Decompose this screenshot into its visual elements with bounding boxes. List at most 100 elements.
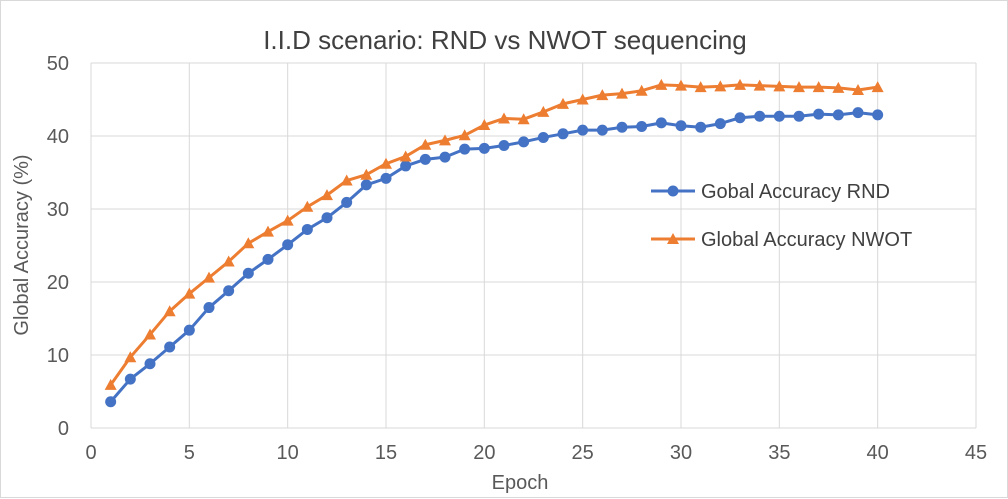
data-point [734,112,746,124]
data-point [301,200,314,212]
data-point [675,120,687,132]
data-point [459,143,471,155]
data-point [793,110,805,122]
data-point [773,110,785,122]
data-point [557,97,569,109]
x-tick-label: 20 [473,442,495,464]
data-point [144,328,156,340]
x-tick-label: 0 [85,442,96,464]
data-point [341,196,353,208]
data-point [635,84,648,96]
data-point [419,138,432,150]
y-tick-label: 50 [47,53,69,75]
x-axis-label: Epoch [492,472,549,494]
data-point [537,105,550,117]
data-point [872,109,884,121]
data-point [419,153,431,165]
data-point [517,113,530,125]
data-point [458,129,471,141]
data-point [262,225,274,237]
data-point [577,124,589,136]
data-point [281,214,294,226]
data-point [439,134,451,146]
data-point [518,136,530,148]
x-tick-label: 30 [670,442,692,464]
data-point [813,108,825,120]
data-point [537,131,549,143]
data-point [124,351,137,363]
data-point [695,121,707,133]
data-point [655,117,667,129]
data-point [616,87,628,99]
data-point [262,253,274,265]
data-point [852,84,864,96]
series-rnd [105,107,884,408]
tick-labels: 0 10 20 30 40 50 0 5 10 15 20 25 30 35 40 45 [47,53,987,464]
data-point [163,305,176,317]
x-tick-label: 35 [768,442,790,464]
y-tick-label: 20 [47,272,69,294]
data-point [183,287,196,299]
data-point [124,373,136,385]
data-point [439,151,451,163]
data-point [104,378,117,390]
legend-entry: Global Accuracy NWOT [701,229,912,251]
y-axis-label: Global Accuracy (%) [11,154,33,335]
data-point [576,93,589,105]
data-point [596,89,609,101]
data-point [242,237,255,249]
y-tick-label: 40 [47,126,69,148]
data-point [144,358,156,370]
x-tick-label: 15 [375,442,397,464]
data-point [812,81,825,93]
data-point [399,150,412,162]
data-point [871,81,884,93]
data-point [340,174,353,186]
data-point [282,239,294,251]
data-point [203,271,215,283]
data-point [852,107,864,119]
legend: Gobal Accuracy RND Global Accuracy NWOT [651,181,912,251]
data-point [183,324,195,336]
data-point [360,179,372,191]
data-point [675,79,687,91]
legend-marker [667,233,679,244]
data-point [655,78,668,90]
series-line [109,111,878,403]
data-point [616,121,628,133]
series-layer [104,78,884,408]
x-tick-label: 40 [867,442,889,464]
data-point [753,79,766,91]
data-point [105,396,117,408]
data-point [636,121,648,133]
chart-title: I.I.D scenario: RND vs NWOT sequencing [263,25,747,55]
y-tick-label: 30 [47,199,69,221]
y-tick-label: 10 [47,345,69,367]
data-point [793,81,805,93]
data-point [596,124,608,136]
data-point [321,189,333,201]
x-tick-label: 5 [184,442,195,464]
data-point [734,78,746,90]
legend-entry: Gobal Accuracy RND [701,181,890,203]
data-point [714,80,727,92]
series-line [109,83,878,386]
data-point [380,157,392,169]
x-tick-label: 45 [965,442,987,464]
data-point [714,118,726,130]
y-tick-label: 0 [58,418,69,440]
series-nwot [104,78,884,390]
data-point [321,212,333,224]
data-point [400,160,412,172]
x-tick-label: 10 [277,442,299,464]
data-point [380,172,392,184]
data-point [478,119,491,131]
data-point [498,139,510,151]
data-point [694,81,707,93]
data-point [222,255,235,267]
data-point [203,302,215,314]
data-point [360,168,373,180]
data-point [557,128,569,140]
